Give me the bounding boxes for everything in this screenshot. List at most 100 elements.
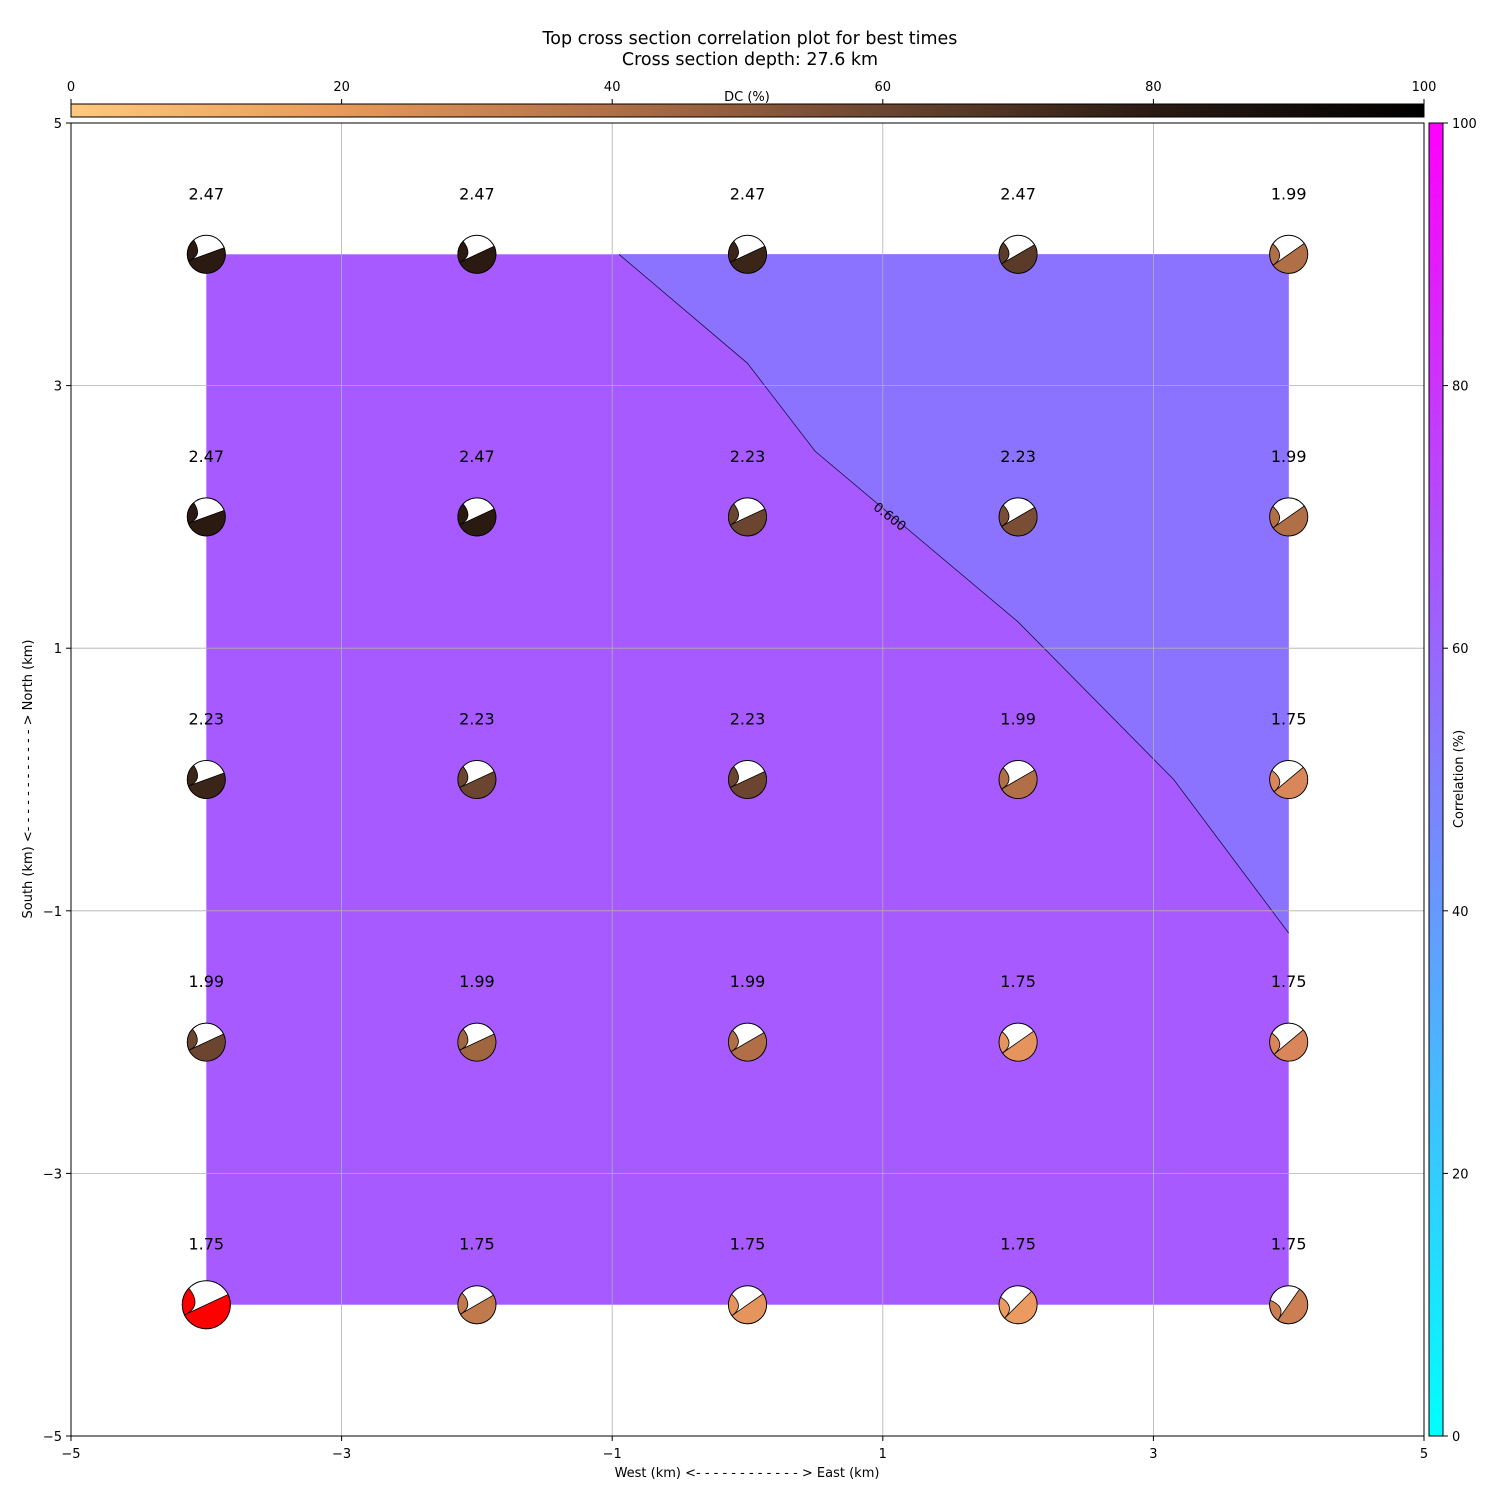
beachball-quadrant (181, 1287, 196, 1316)
beachball-quadrant (457, 1292, 469, 1315)
beachball: 2.47 (457, 184, 497, 274)
beachball-quadrant (187, 772, 226, 799)
y-tick-label: −5 (43, 1430, 62, 1445)
beachball-label: 2.47 (459, 184, 495, 203)
beachball: 1.75 (998, 1235, 1038, 1325)
beachball: 2.23 (186, 710, 226, 799)
beachball-label: 2.23 (730, 447, 766, 466)
x-tick-label: −3 (332, 1447, 351, 1462)
beachball-quadrant (188, 1033, 226, 1062)
beachball-quadrant (998, 1296, 1010, 1319)
x-axis-ticks: −5 −3 −1 1 3 5 (61, 1436, 1428, 1462)
beachball-quadrant (459, 1294, 497, 1324)
beachball: 2.47 (186, 447, 226, 537)
beachball-quadrant (1272, 242, 1308, 274)
beachball: 1.75 (1269, 972, 1309, 1062)
beachball-label: 1.75 (1271, 1235, 1307, 1254)
beachball-quadrant (729, 770, 767, 799)
plot-frame (70, 122, 1425, 1437)
beachball: 1.75 (1269, 1235, 1309, 1325)
beachball-label: 2.23 (730, 710, 766, 729)
beachball-label: 1.99 (730, 972, 766, 991)
x-tick-label: 3 (1149, 1447, 1157, 1462)
beachball-label: 2.47 (459, 447, 495, 466)
beachball-quadrant (1004, 1290, 1038, 1325)
x-axis-label: West (km) <- - - - - - - - - - - - > Eas… (615, 1466, 880, 1481)
dc-colorbar-ticks: 0 20 40 60 80 100 (67, 80, 1437, 104)
beachball-label: 1.99 (459, 972, 495, 991)
beachball-quadrant (729, 508, 767, 537)
beachball-quadrant (728, 765, 739, 789)
beachball-quadrant (457, 240, 469, 263)
contour-line (618, 253, 1290, 934)
beachball-quadrant (1269, 769, 1281, 793)
beachball-quadrant (728, 503, 739, 526)
beachball-quadrant (998, 1031, 1010, 1054)
dc-tick-label: 100 (1412, 80, 1437, 95)
beachball-quadrant (186, 1028, 198, 1051)
corr-tick-label: 0 (1452, 1430, 1460, 1445)
beachball-label: 2.47 (188, 447, 224, 466)
beachball-label: 2.47 (730, 184, 766, 203)
beachball-quadrant (457, 503, 469, 526)
beachball-quadrant (1001, 244, 1038, 274)
beachball-quadrant (459, 245, 497, 274)
corr-tick-label: 40 (1452, 905, 1469, 920)
beachball-quadrant (1273, 1029, 1308, 1062)
chart-title: Top cross section correlation plot for b… (542, 29, 958, 49)
beachball-quadrant (1269, 243, 1281, 266)
beachball-quadrant (1269, 1299, 1282, 1321)
beachball-quadrant (728, 240, 739, 263)
beachball-quadrant (729, 245, 767, 274)
beachball: 2.23 (457, 710, 497, 799)
beachball-label: 1.75 (188, 1235, 224, 1254)
y-tick-label: 1 (54, 642, 62, 657)
beachball-quadrant (459, 508, 497, 537)
beachball-quadrant (998, 241, 1010, 265)
beachball: 2.47 (998, 184, 1038, 274)
corr-tick-label: 60 (1452, 642, 1469, 657)
beachball: 1.75 (728, 1235, 767, 1325)
beachball: 2.47 (186, 184, 226, 274)
beachball-label: 2.23 (188, 710, 224, 729)
beachball-quadrant (184, 1294, 231, 1329)
beachball-label: 1.99 (188, 972, 224, 991)
beachball-quadrant (459, 1033, 497, 1062)
dc-tick-label: 0 (67, 80, 75, 95)
beachball: 1.75 (457, 1235, 497, 1325)
beachball-quadrant (1269, 505, 1281, 529)
x-tick-label: 5 (1420, 1447, 1428, 1462)
beachball-quadrant (187, 247, 226, 274)
beachball: 1.99 (1269, 447, 1309, 537)
beachball-quadrant (1001, 506, 1038, 536)
dc-tick-label: 20 (333, 80, 350, 95)
beachball-label: 1.75 (459, 1235, 495, 1254)
beachball-quadrant (731, 1293, 767, 1325)
beachball-label: 1.75 (1000, 972, 1036, 991)
x-tick-label: −1 (603, 1447, 622, 1462)
y-axis-label: South (km) <- - - - - - - - - - - - > No… (21, 639, 36, 918)
mechanisms-layer: 2.47 2.47 2.47 2.47 1.99 2.47 2.47 2.23 2.23 1.99… (181, 184, 1309, 1330)
beachball-quadrant (998, 767, 1010, 790)
beachball-label: 1.75 (730, 1235, 766, 1254)
beachball-quadrant (1269, 1032, 1281, 1055)
beachball-quadrant (187, 509, 226, 537)
dc-tick-label: 60 (875, 80, 892, 95)
corr-tick-label: 20 (1452, 1167, 1469, 1182)
y-tick-label: 3 (54, 380, 62, 395)
beachball: 2.47 (457, 447, 497, 537)
beachball-label: 1.75 (1000, 1235, 1036, 1254)
y-tick-label: −1 (43, 905, 62, 920)
beachball: 1.99 (1269, 184, 1309, 274)
beachball-label: 2.23 (1000, 447, 1036, 466)
contour-region-high (618, 254, 1289, 934)
corr-tick-label: 80 (1452, 380, 1469, 395)
beachball: 1.99 (457, 972, 497, 1062)
beachball-label: 2.47 (1000, 184, 1036, 203)
x-tick-label: 1 (879, 1447, 887, 1462)
beachball-quadrant (728, 1293, 739, 1317)
beachball-quadrant (186, 239, 199, 262)
beachball: 1.75 (1269, 710, 1309, 799)
beachball-quadrant (186, 764, 199, 787)
